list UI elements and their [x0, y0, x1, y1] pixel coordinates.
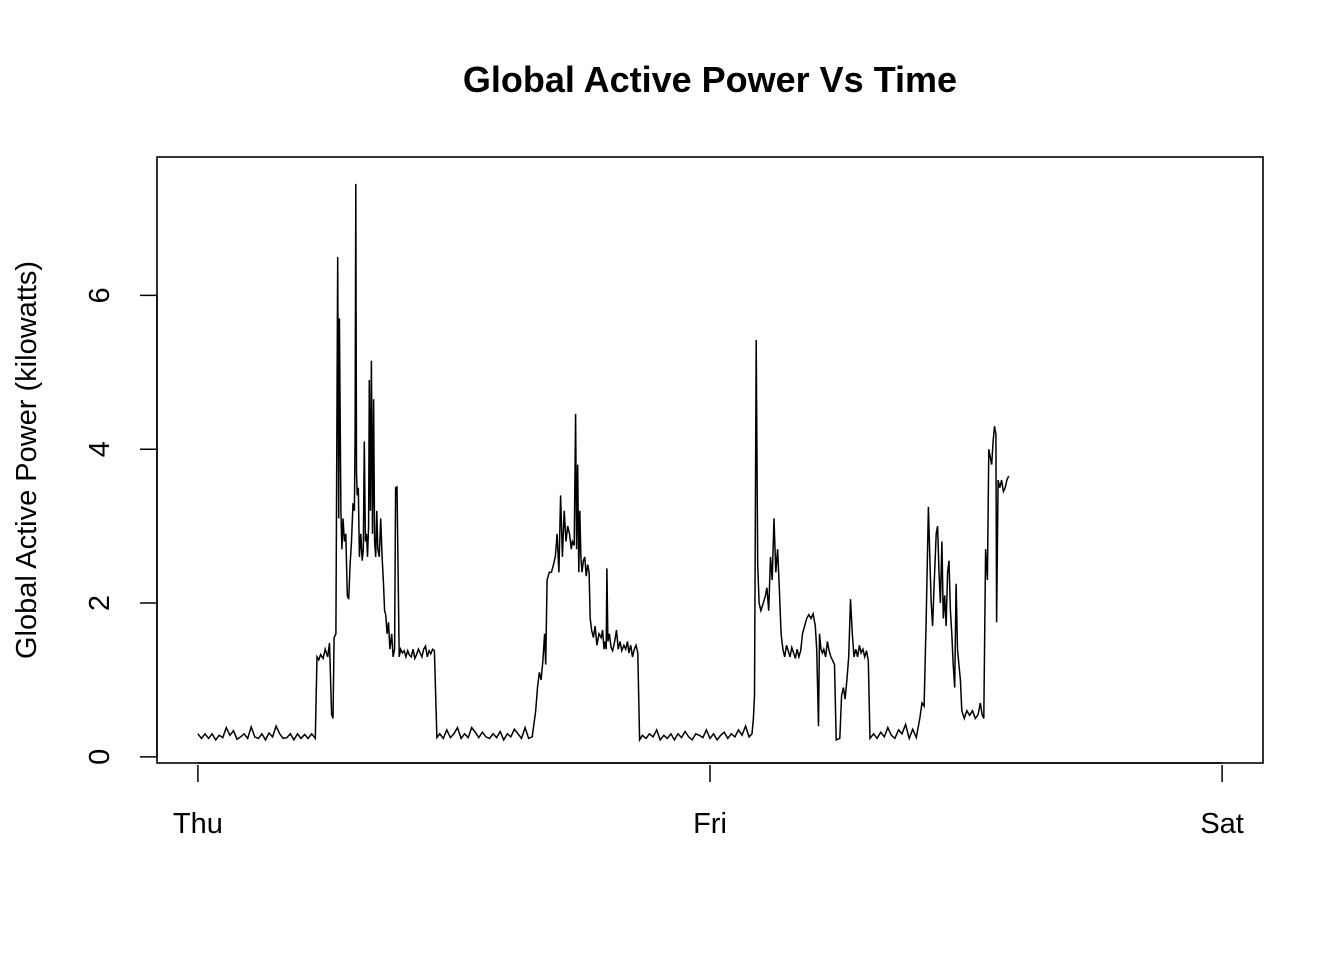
y-tick-label: 4 — [84, 441, 116, 457]
y-tick-label: 2 — [84, 595, 116, 611]
y-axis: 0 2 4 6 — [84, 287, 158, 765]
x-axis: Thu Fri Sat — [173, 762, 1244, 840]
x-tick-label: Fri — [693, 808, 727, 840]
y-tick-label: 6 — [84, 287, 116, 303]
y-axis-title: Global Active Power (kilowatts) — [11, 261, 43, 659]
series-line-0 — [197, 183, 1010, 743]
y-tick-label: 0 — [84, 749, 116, 765]
x-tick-label: Thu — [173, 808, 223, 840]
x-tick-label: Sat — [1200, 808, 1244, 840]
chart-title: Global Active Power Vs Time — [463, 59, 957, 100]
plot-frame — [156, 156, 1264, 764]
plot-area — [197, 183, 1010, 743]
